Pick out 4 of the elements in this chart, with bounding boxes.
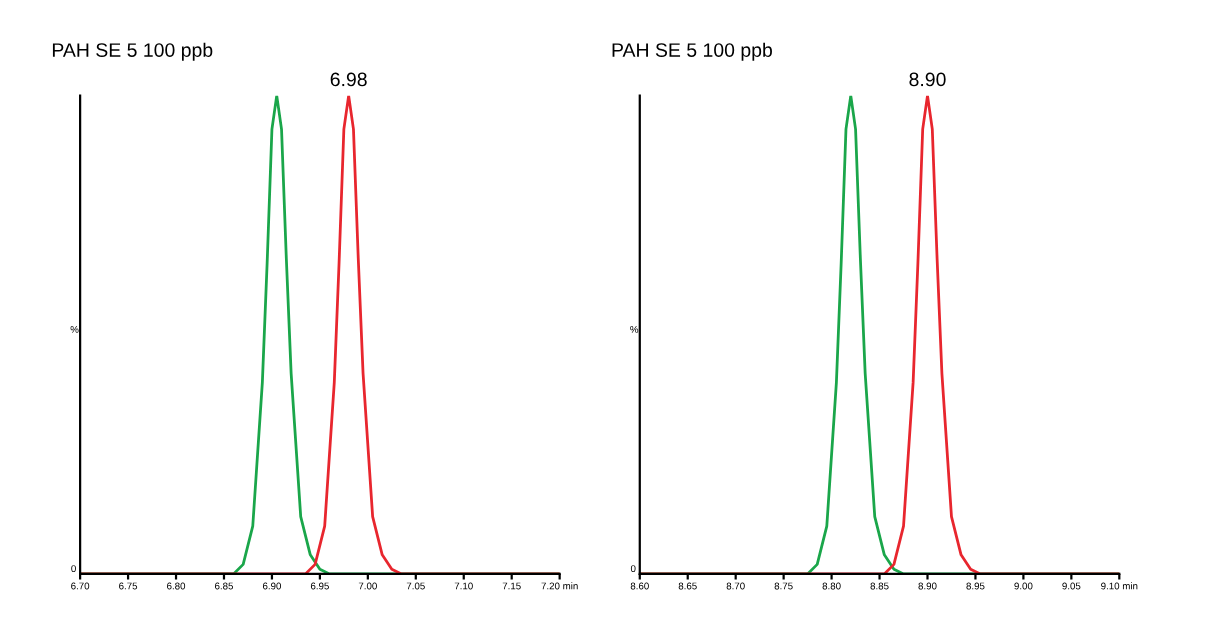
chart-title: PAH SE 5 100 ppb [52,42,213,61]
annotation: 6.98 [330,72,367,87]
chart-title: PAH SE 5 100 ppb [612,42,772,61]
annotation: 8.90 [909,72,946,87]
